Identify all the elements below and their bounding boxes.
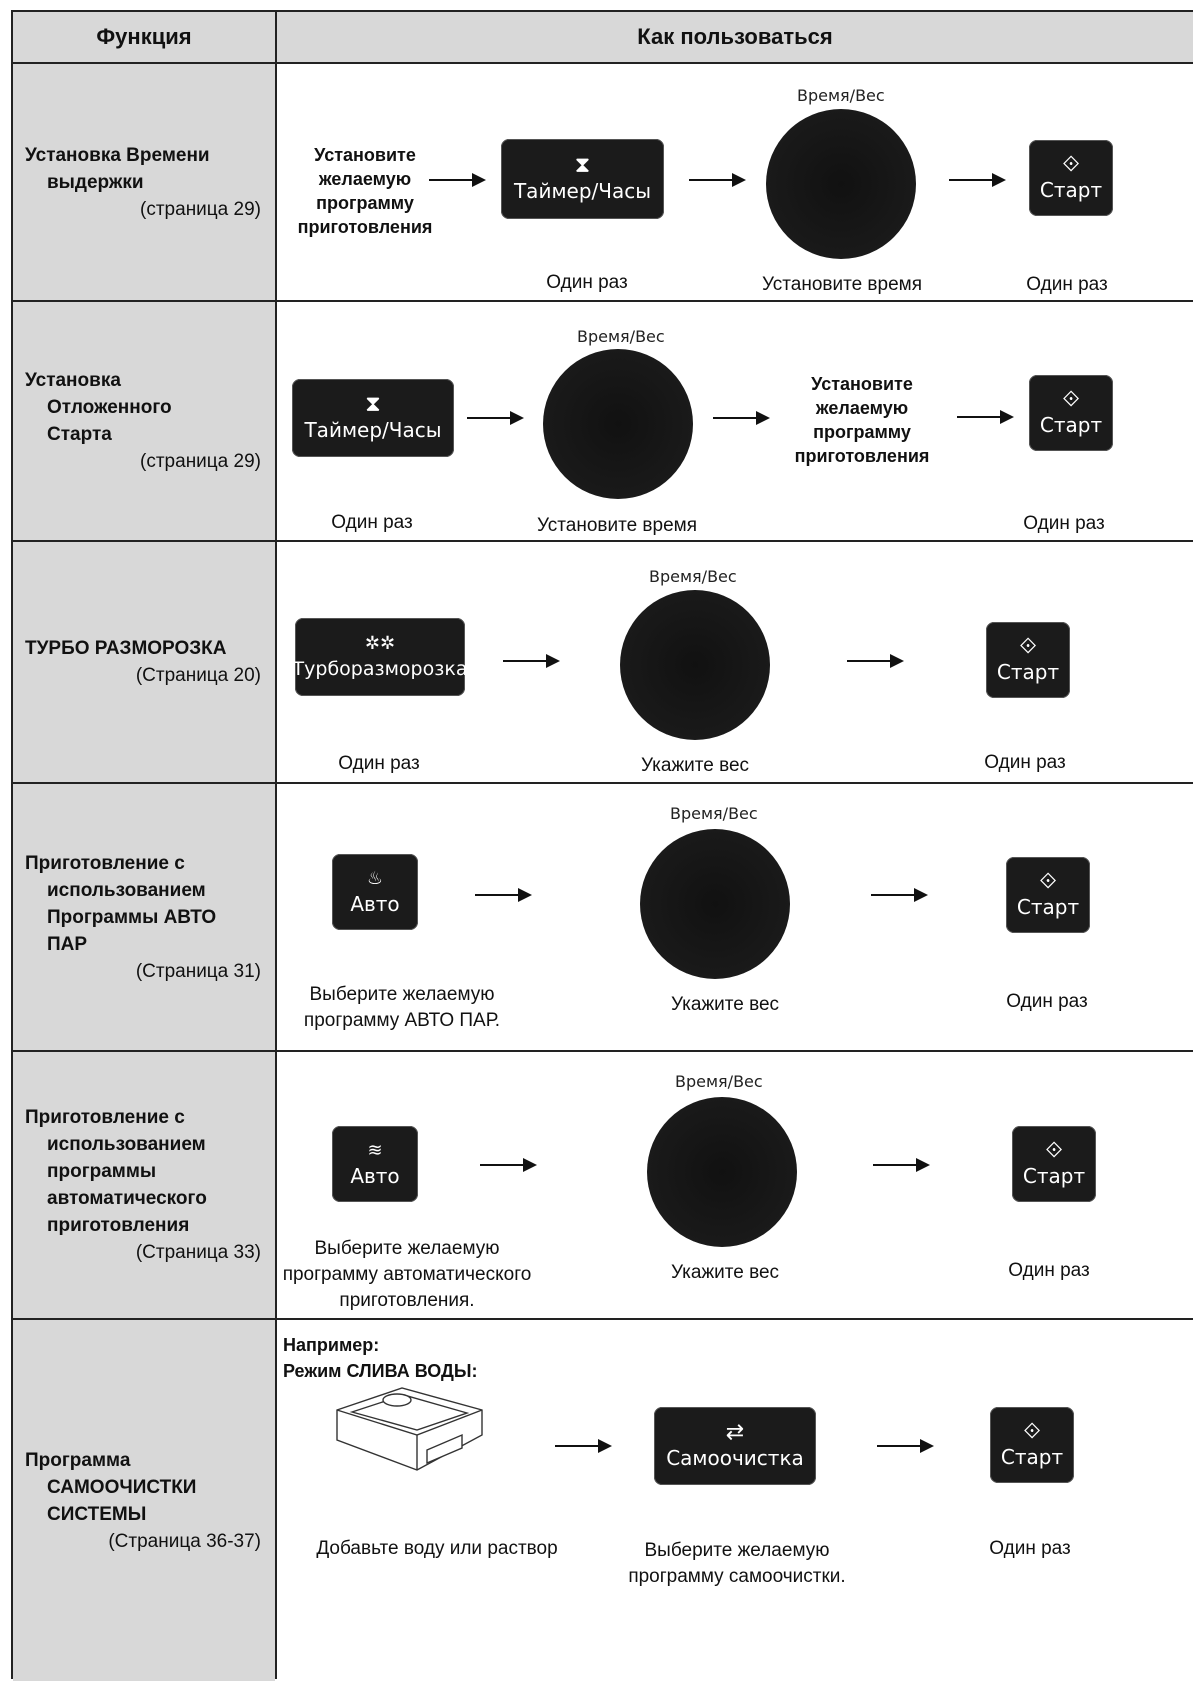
arrow-icon [877,1439,934,1453]
start-button[interactable]: ⟐ Старт [1012,1126,1096,1202]
dial-label: Время/Вес [670,804,758,823]
page-ref: (Страница 20) [135,665,261,686]
arrow-icon [689,173,746,187]
hourglass-icon: ⧗ [365,392,381,417]
function-cell: Приготовление с использованием программы а… [13,1052,275,1318]
caption-set-time: Установите время [761,274,923,295]
start-diamond-icon: ⟐ [1023,1419,1041,1444]
auto-cook-button[interactable]: ≋ Авто [332,1126,418,1202]
function-title: Приготовление с использованием Программы … [25,852,217,955]
dial-label: Время/Вес [577,327,665,346]
start-diamond-icon: ⟐ [1062,387,1080,412]
timer-clock-button[interactable]: ⧗ Таймер/Часы [501,139,664,219]
row-hold-time: Установка Времени выдержки (страница 29) … [13,64,1193,302]
arrow-icon [467,411,524,425]
row-delayed-start: Установка Отложенного Старта (страница 29)… [13,302,1193,542]
start-diamond-icon: ⟐ [1062,152,1080,177]
start-button[interactable]: ⟐ Старт [1029,140,1113,216]
timer-clock-button[interactable]: ⧗ Таймер/Часы [292,379,454,457]
caption-once: Один раз [1023,513,1105,534]
start-diamond-icon: ⟐ [1045,1138,1063,1163]
caption-once: Один раз [546,272,628,293]
auto-steam-button[interactable]: ♨ Авто [332,854,418,930]
arrow-icon [503,654,560,668]
arrow-icon [480,1158,537,1172]
row-self-clean: Программа САМООЧИСТКИ СИСТЕМЫ (Страница 36… [13,1320,1193,1681]
caption-choose-self-clean: Выберите желаемую программу самоочистки. [628,1540,846,1587]
arrow-icon [847,654,904,668]
function-cell: Установка Времени выдержки (страница 29) [13,64,275,300]
function-cell: ТУРБО РАЗМОРОЗКА (Страница 20) [13,542,275,782]
caption-once: Один раз [1006,991,1088,1012]
function-title: Установка Отложенного Старта [25,370,172,445]
steam-pot-icon: ♨ [366,868,384,889]
time-weight-dial[interactable] [543,349,693,499]
start-diamond-icon: ⟐ [1039,869,1057,894]
function-cell: Программа САМООЧИСТКИ СИСТЕМЫ (Страница 36… [13,1320,275,1681]
function-title: Программа САМООЧИСТКИ СИСТЕМЫ [25,1449,197,1525]
page-ref: (Страница 33) [135,1242,261,1263]
snowflake-drops-icon: ✲✲ [364,633,396,654]
function-cell: Приготовление с использованием Программы … [13,784,275,1050]
column-divider [275,12,277,1679]
row-turbo-defrost: ТУРБО РАЗМОРОЗКА (Страница 20) ✲✲ Турбор… [13,542,1193,784]
time-weight-dial[interactable] [647,1097,797,1247]
dial-label: Время/Вес [675,1072,763,1091]
arrow-icon [555,1439,612,1453]
function-title: Установка Времени выдержки [25,144,210,193]
dial-label: Время/Вес [797,86,885,105]
arrow-icon [873,1158,930,1172]
caption-add-water: Добавьте воду или раствор [316,1538,558,1559]
arrow-icon [949,173,1006,187]
table-header: Функция Как пользоваться [13,12,1193,64]
dial-label: Время/Вес [649,567,737,586]
row-auto-cook: Приготовление с использованием программы а… [13,1052,1193,1320]
page-ref: (страница 29) [140,198,261,220]
start-button[interactable]: ⟐ Старт [1006,857,1090,933]
caption-set-weight: Укажите вес [670,1262,780,1283]
arrow-icon [871,888,928,902]
function-title: Приготовление с использованием программы а… [25,1107,207,1236]
time-weight-dial[interactable] [766,109,916,259]
arrow-icon [429,173,486,187]
row-auto-steam: Приготовление с использованием Программы … [13,784,1193,1052]
header-function: Функция [96,24,192,49]
choose-program-text: Установите желаемую программу приготовлени… [297,145,433,237]
caption-once: Один раз [1026,274,1108,295]
turbo-defrost-button[interactable]: ✲✲ Турборазморозка [293,618,467,696]
time-weight-dial[interactable] [620,590,770,740]
caption-set-weight: Укажите вес [670,994,780,1015]
self-clean-button[interactable]: ⇄ Самоочистка [654,1407,816,1485]
caption-once: Один раз [989,1538,1071,1559]
arrow-icon [475,888,532,902]
hourglass-icon: ⧗ [574,153,591,178]
start-button[interactable]: ⟐ Старт [986,622,1070,698]
caption-choose-auto-cook: Выберите желаемую программу автоматическо… [282,1238,532,1311]
start-button[interactable]: ⟐ Старт [990,1407,1074,1483]
start-button[interactable]: ⟐ Старт [1029,375,1113,451]
header-how-to-use: Как пользоваться [637,24,833,49]
choose-program-text: Установите желаемую программу приготовлени… [794,374,930,466]
time-weight-dial[interactable] [640,829,790,979]
arrow-icon [957,410,1014,424]
caption-once: Один раз [338,753,420,774]
caption-once: Один раз [331,512,413,533]
start-diamond-icon: ⟐ [1019,634,1037,659]
caption-once: Один раз [984,752,1066,773]
function-cell: Установка Отложенного Старта (страница 29) [13,302,275,540]
cycle-arrows-icon: ⇄ [725,1420,745,1445]
page-ref: (Страница 31) [135,960,261,982]
function-title: ТУРБО РАЗМОРОЗКА [25,638,227,659]
caption-once: Один раз [1008,1260,1090,1281]
caption-set-time: Установите время [536,515,698,536]
heat-pot-icon: ≋ [367,1140,383,1161]
instruction-table: Функция Как пользоваться Установка Време… [11,10,1193,1681]
caption-choose-auto-steam: Выберите желаемую программу АВТО ПАР. [303,984,501,1031]
arrow-icon [713,411,770,425]
caption-set-weight: Укажите вес [640,755,750,776]
example-heading: Например: Режим СЛИВА ВОДЫ: [283,1335,478,1381]
page-ref: (Страница 36-37) [108,1530,261,1552]
water-tank-icon [336,1387,483,1471]
page-ref: (страница 29) [140,451,261,472]
